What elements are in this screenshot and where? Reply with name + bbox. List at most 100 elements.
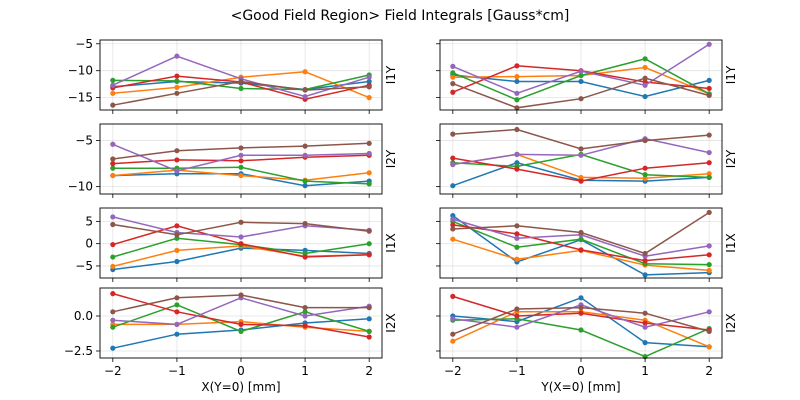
data-point bbox=[174, 258, 180, 265]
subplot-i1x-x: −5 0 5 I1X bbox=[75, 207, 398, 282]
data-point bbox=[642, 64, 648, 71]
data-point bbox=[174, 232, 180, 238]
data-point bbox=[174, 321, 180, 327]
data-point bbox=[450, 293, 456, 299]
data-point bbox=[302, 178, 308, 184]
data-point bbox=[238, 328, 244, 334]
data-point bbox=[642, 172, 648, 178]
data-point bbox=[174, 235, 180, 241]
data-point bbox=[578, 96, 584, 102]
data-point bbox=[642, 137, 648, 144]
data-point bbox=[238, 172, 244, 179]
y-tick-label: −5 bbox=[75, 259, 93, 273]
data-point bbox=[450, 131, 456, 137]
data-point bbox=[110, 345, 116, 351]
data-point bbox=[642, 175, 648, 181]
x-tick-label: 0 bbox=[577, 364, 585, 378]
x-tick-label: −1 bbox=[168, 364, 186, 378]
x-axis-label: Y(X=0) [mm] bbox=[540, 380, 620, 394]
data-point bbox=[514, 160, 520, 166]
y-tick-label: −2.5 bbox=[64, 344, 93, 358]
data-point bbox=[642, 250, 648, 257]
data-point bbox=[174, 223, 180, 229]
x-tick-label: −2 bbox=[444, 364, 462, 378]
data-point bbox=[706, 174, 712, 181]
data-point bbox=[642, 93, 648, 100]
data-point bbox=[238, 292, 244, 298]
data-point bbox=[706, 252, 712, 258]
data-point bbox=[578, 327, 584, 333]
data-point bbox=[450, 236, 456, 242]
row-label: I2Y bbox=[724, 149, 738, 168]
data-point bbox=[450, 331, 456, 337]
data-point bbox=[366, 334, 372, 340]
data-point bbox=[450, 63, 456, 69]
data-point bbox=[238, 158, 244, 164]
data-point bbox=[110, 309, 116, 315]
data-point bbox=[110, 221, 116, 228]
data-point bbox=[578, 68, 584, 74]
data-point bbox=[302, 221, 308, 227]
data-point bbox=[578, 178, 584, 184]
data-point bbox=[110, 77, 116, 83]
data-point bbox=[174, 148, 180, 154]
y-tick-label: −15 bbox=[68, 91, 93, 105]
data-point bbox=[366, 140, 372, 146]
data-point bbox=[706, 171, 712, 177]
subplot-i2x-x: −2 −1 0 1 2 −2.5 0.0 I2X X(Y=0) [mm] bbox=[64, 287, 398, 394]
data-point bbox=[514, 313, 520, 319]
data-point bbox=[450, 155, 456, 161]
data-point bbox=[450, 216, 456, 222]
data-point bbox=[110, 172, 116, 179]
data-point bbox=[450, 70, 456, 76]
data-point bbox=[174, 84, 180, 90]
y-tick-label: −5 bbox=[75, 37, 93, 51]
data-point bbox=[238, 164, 244, 170]
data-point bbox=[706, 92, 712, 99]
subplot-i1y-x: −15 −10 −5 I1Y bbox=[68, 37, 398, 114]
data-point bbox=[302, 323, 308, 329]
row-label: I1Y bbox=[724, 65, 738, 84]
data-point bbox=[578, 72, 584, 79]
data-point bbox=[110, 161, 116, 167]
data-point bbox=[578, 295, 584, 301]
data-point bbox=[110, 90, 116, 96]
data-point bbox=[110, 254, 116, 260]
data-point bbox=[706, 160, 712, 166]
data-point bbox=[110, 141, 116, 147]
data-point bbox=[578, 310, 584, 316]
y-tick-label: 0.0 bbox=[74, 309, 93, 323]
data-point bbox=[450, 316, 456, 322]
data-point bbox=[514, 105, 520, 111]
data-point bbox=[302, 254, 308, 260]
subplot-i2y-x: −10 −5 I2Y bbox=[68, 123, 398, 198]
data-point bbox=[642, 82, 648, 88]
subplot-i1x-y: I1X bbox=[436, 207, 738, 282]
data-point bbox=[238, 241, 244, 247]
data-point bbox=[706, 243, 712, 249]
data-point bbox=[174, 90, 180, 96]
data-point bbox=[366, 241, 372, 247]
data-point bbox=[706, 309, 712, 315]
row-label: I1Y bbox=[384, 65, 398, 84]
data-point bbox=[706, 77, 712, 83]
x-axis-label: X(Y=0) [mm] bbox=[201, 380, 280, 394]
data-point bbox=[174, 295, 180, 301]
data-point bbox=[238, 219, 244, 225]
data-point bbox=[302, 143, 308, 149]
row-label: I2Y bbox=[384, 149, 398, 168]
data-point bbox=[302, 250, 308, 257]
data-point bbox=[110, 82, 116, 88]
data-point bbox=[578, 229, 584, 236]
data-point bbox=[302, 152, 308, 158]
data-point bbox=[302, 93, 308, 100]
data-point bbox=[110, 317, 116, 323]
data-point bbox=[514, 74, 520, 80]
data-point bbox=[110, 241, 116, 248]
data-point bbox=[642, 310, 648, 316]
data-point bbox=[578, 152, 584, 158]
data-point bbox=[450, 161, 456, 168]
data-point bbox=[706, 328, 712, 334]
subplot-i1y-y: I1Y bbox=[436, 39, 738, 114]
